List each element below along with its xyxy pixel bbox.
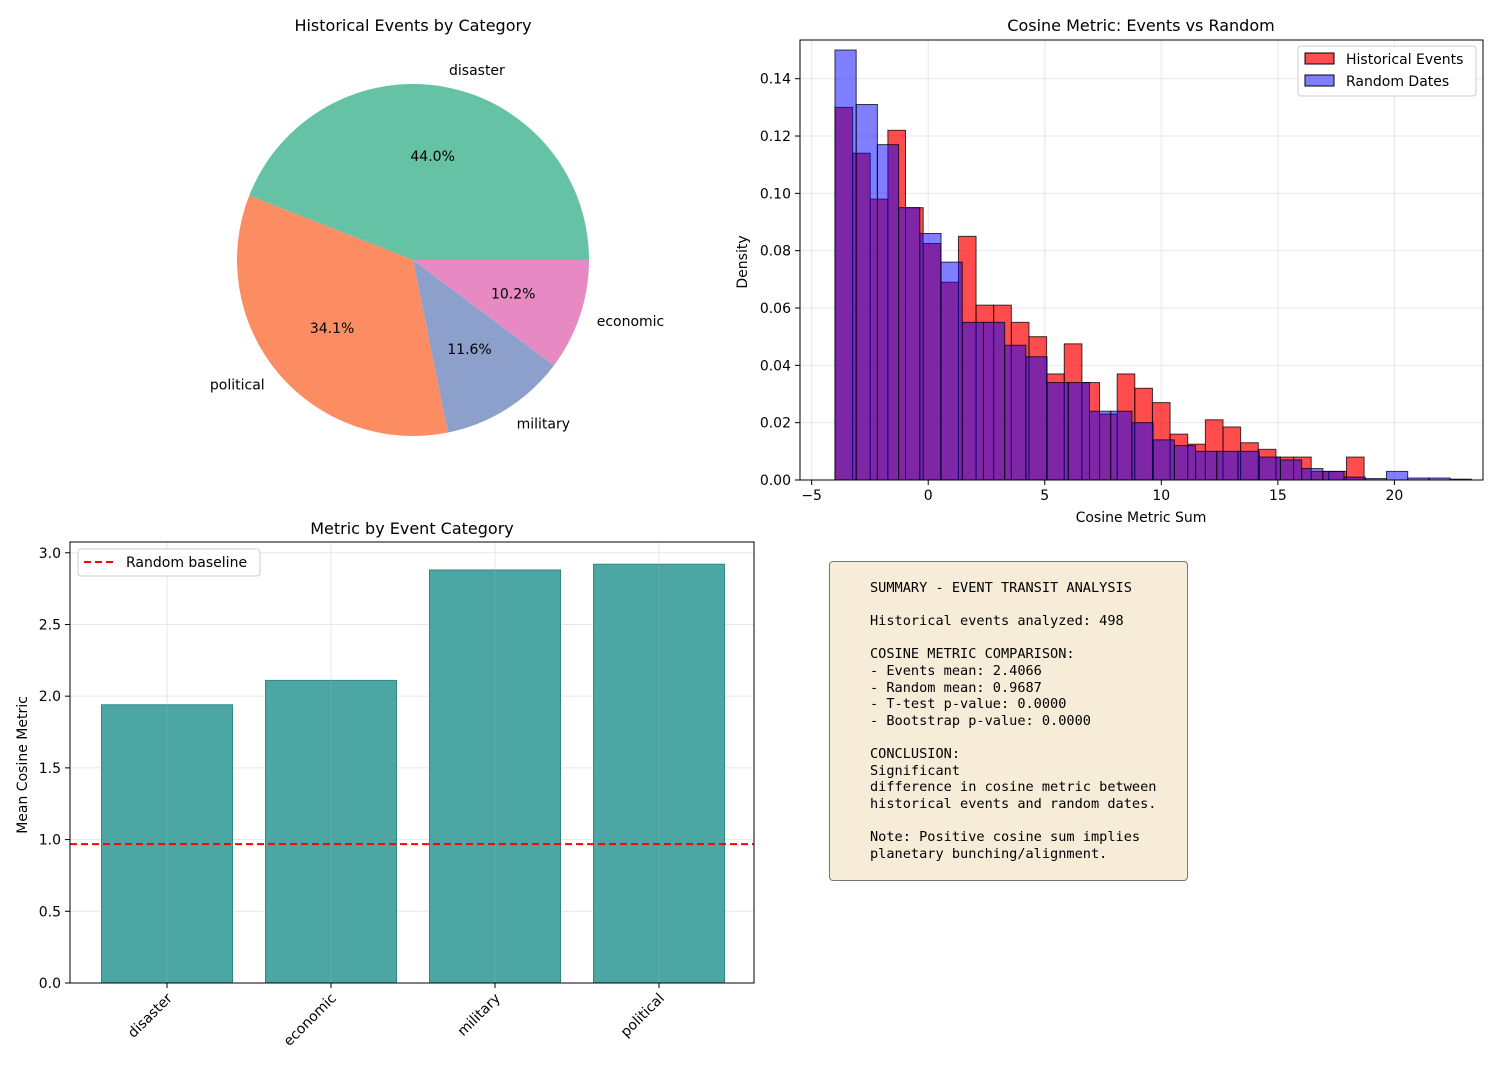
histogram-bin <box>1279 459 1303 481</box>
histogram-bin <box>919 232 942 481</box>
histogram-bin <box>1131 422 1154 481</box>
legend-frame <box>1297 45 1477 97</box>
histogram-x-tick-label: 15 <box>1269 488 1287 504</box>
histogram-bin <box>1195 450 1218 481</box>
histogram-x-tick-label: 0 <box>924 488 933 504</box>
bar-y-tick-label: 1.5 <box>39 761 61 777</box>
bar-y-tick-label: 1.0 <box>39 833 61 849</box>
histogram-y-tick-label: 0.08 <box>760 244 791 260</box>
histogram-y-tick-label: 0.12 <box>760 129 791 145</box>
summary-box: SUMMARY - EVENT TRANSIT ANALYSIS Histori… <box>829 561 1188 881</box>
histogram-title: Cosine Metric: Events vs Random <box>1007 16 1274 35</box>
histogram-x-tick-label: 10 <box>1152 488 1170 504</box>
histogram-chart: Cosine Metric: Events vs Random −5 0 5 10 15… <box>735 16 1484 526</box>
pie-category-label-economic: economic <box>597 314 665 330</box>
pie-title: Historical Events by Category <box>294 16 531 35</box>
histogram-bin <box>961 321 984 481</box>
pie-slice-economic <box>413 260 589 366</box>
histogram-bin <box>1173 445 1197 481</box>
pie-pct-label-political: 34.1% <box>310 321 354 337</box>
histogram-bin <box>1385 470 1409 481</box>
bar-x-tick-label: military <box>455 991 504 1040</box>
histogram-y-tick-label: 0.06 <box>760 301 791 317</box>
pie-pct-label-military: 11.6% <box>447 342 491 358</box>
bar-economic <box>265 679 397 984</box>
pie-pct-label-disaster: 44.0% <box>410 149 454 165</box>
histogram-bin <box>898 207 921 481</box>
histogram-xlabel: Cosine Metric Sum <box>1076 510 1207 526</box>
pie-slice-political <box>237 195 448 437</box>
histogram-bin <box>1152 439 1175 481</box>
histogram-bin <box>1301 468 1324 481</box>
bar-political <box>593 563 725 984</box>
bar-y-tick-label: 3.0 <box>39 546 61 562</box>
pie-category-label-political: political <box>210 377 265 393</box>
legend-label-random-dates: Random Dates <box>1346 74 1449 90</box>
legend-swatch-random-dates <box>1304 74 1335 87</box>
histogram-bin <box>982 321 1006 481</box>
bar-legend: Random baseline <box>77 548 261 577</box>
legend-label-random-baseline: Random baseline <box>126 555 247 571</box>
bar-axes-frame <box>69 541 755 984</box>
pie-category-label-military: military <box>517 417 570 433</box>
bar-ylabel: Mean Cosine Metric <box>15 696 31 834</box>
histogram-bin <box>1216 450 1239 481</box>
histogram-bin <box>1046 382 1069 481</box>
histogram-x-tick-label: 20 <box>1386 488 1404 504</box>
histogram-bin <box>1345 456 1365 481</box>
histogram-ylabel: Density <box>735 235 751 288</box>
histogram-y-tick-label: 0.14 <box>760 72 791 88</box>
histogram-bin <box>1004 344 1027 481</box>
histogram-x-tick-label: −5 <box>801 488 822 504</box>
bar-y-tick-label: 0.5 <box>39 904 61 920</box>
histogram-bin <box>1089 410 1112 481</box>
histogram-y-tick-label: 0.02 <box>760 416 791 432</box>
histogram-bin <box>1067 382 1091 481</box>
histogram-bin <box>940 261 963 481</box>
legend-swatch-historical-events <box>1304 52 1335 65</box>
bar-x-tick-label: political <box>618 991 668 1041</box>
histogram-bin <box>1322 470 1345 481</box>
histogram-x-tick-label: 5 <box>1040 488 1049 504</box>
histogram-bin <box>1258 456 1281 481</box>
histogram-y-tick-label: 0.00 <box>760 473 791 489</box>
histogram-bin <box>876 144 900 481</box>
histogram-legend: Historical Events Random Dates <box>1297 45 1477 97</box>
histogram-y-tick-label: 0.04 <box>760 358 791 374</box>
histogram-axes-frame <box>799 39 1484 481</box>
bar-y-tick-label: 2.0 <box>39 689 61 705</box>
summary-text: SUMMARY - EVENT TRANSIT ANALYSIS Histori… <box>870 580 1157 862</box>
bar-disaster <box>101 704 233 984</box>
bar-chart-title: Metric by Event Category <box>310 519 514 538</box>
histogram-bin <box>1237 450 1260 481</box>
legend-label-historical-events: Historical Events <box>1346 52 1463 68</box>
pie-chart: Historical Events by Category 44.0% disas… <box>210 16 665 437</box>
pie-pct-label-economic: 10.2% <box>491 286 535 302</box>
bar-y-tick-label: 0.0 <box>39 976 61 992</box>
pie-slice-military <box>413 260 555 433</box>
pie-slice-disaster <box>249 83 590 260</box>
bar-x-tick-label: economic <box>281 991 340 1050</box>
legend-frame <box>77 548 261 577</box>
histogram-y-tick-label: 0.10 <box>760 186 791 202</box>
histogram-bin <box>834 49 857 481</box>
histogram-bin <box>855 103 878 481</box>
bar-y-tick-label: 2.5 <box>39 617 61 633</box>
bar-military <box>429 569 561 984</box>
bar-x-tick-label: disaster <box>125 990 176 1041</box>
category-bar-chart: Metric by Event Category 0.0 0.5 1.0 1.5 2.0… <box>15 519 755 1050</box>
histogram-bin <box>1025 356 1048 481</box>
pie-category-label-disaster: disaster <box>449 63 505 79</box>
histogram-bin <box>1110 410 1133 481</box>
